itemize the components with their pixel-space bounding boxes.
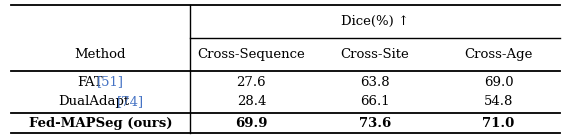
Text: 69.0: 69.0 bbox=[484, 76, 513, 89]
Text: 71.0: 71.0 bbox=[482, 117, 514, 130]
Text: 63.8: 63.8 bbox=[360, 76, 390, 89]
Text: 69.9: 69.9 bbox=[235, 117, 268, 130]
Text: DualAdapt: DualAdapt bbox=[58, 95, 129, 108]
Text: FAT: FAT bbox=[78, 76, 104, 89]
Text: Cross-Age: Cross-Age bbox=[464, 48, 533, 61]
Text: [74]: [74] bbox=[117, 95, 144, 108]
Text: Cross-Sequence: Cross-Sequence bbox=[198, 48, 305, 61]
Text: 27.6: 27.6 bbox=[237, 76, 266, 89]
Text: [51]: [51] bbox=[97, 76, 124, 89]
Text: 66.1: 66.1 bbox=[360, 95, 390, 108]
Text: 28.4: 28.4 bbox=[237, 95, 266, 108]
Text: Fed-MAPSeg (ours): Fed-MAPSeg (ours) bbox=[29, 117, 172, 130]
Text: Cross-Site: Cross-Site bbox=[341, 48, 409, 61]
Text: 73.6: 73.6 bbox=[359, 117, 391, 130]
Text: Method: Method bbox=[75, 48, 126, 61]
Text: Dice(%) ↑: Dice(%) ↑ bbox=[341, 15, 409, 28]
Text: 54.8: 54.8 bbox=[484, 95, 513, 108]
